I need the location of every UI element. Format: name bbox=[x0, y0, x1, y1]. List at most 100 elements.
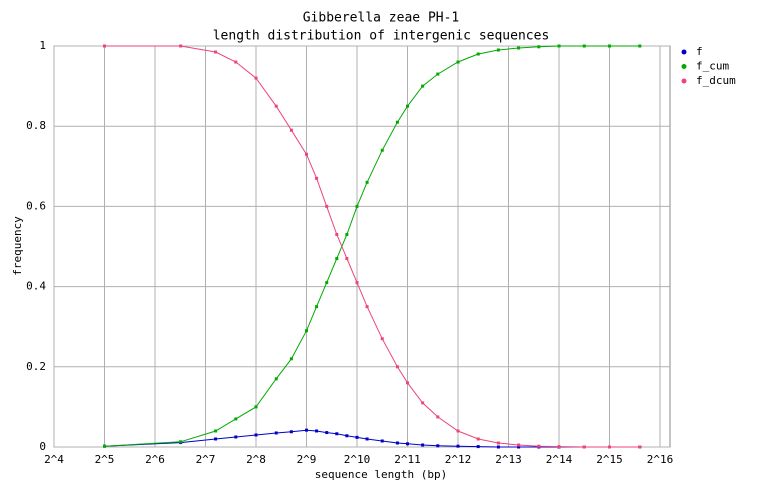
point bbox=[436, 415, 440, 419]
point bbox=[557, 445, 561, 449]
x-tick-label: 2^7 bbox=[196, 453, 216, 466]
point bbox=[254, 405, 258, 409]
x-tick-label: 2^5 bbox=[95, 453, 115, 466]
point bbox=[537, 45, 541, 49]
point bbox=[315, 305, 319, 309]
x-tick-label: 2^12 bbox=[445, 453, 472, 466]
x-tick-label: 2^13 bbox=[495, 453, 522, 466]
point bbox=[476, 445, 480, 449]
point bbox=[436, 72, 440, 76]
point bbox=[179, 44, 183, 48]
point bbox=[436, 444, 440, 448]
point bbox=[335, 257, 339, 261]
y-tick-label: 0.4 bbox=[26, 280, 46, 293]
point bbox=[608, 445, 611, 449]
point bbox=[289, 357, 293, 361]
point bbox=[289, 430, 293, 434]
point bbox=[305, 428, 308, 432]
point bbox=[274, 104, 278, 108]
series-line bbox=[104, 45, 640, 447]
series-line bbox=[104, 429, 640, 448]
x-axis-label: sequence length (bp) bbox=[315, 468, 447, 481]
point bbox=[305, 152, 308, 156]
y-tick-label: 0.8 bbox=[26, 119, 46, 132]
point bbox=[179, 440, 183, 444]
point bbox=[456, 60, 460, 64]
x-tick-label: 2^11 bbox=[394, 453, 421, 466]
legend-label: f_cum bbox=[696, 60, 729, 73]
point bbox=[365, 437, 369, 441]
point bbox=[380, 148, 384, 152]
point bbox=[254, 433, 258, 437]
point bbox=[406, 442, 409, 446]
point bbox=[325, 431, 329, 435]
point bbox=[496, 445, 500, 449]
point bbox=[214, 437, 218, 441]
point bbox=[214, 429, 218, 433]
point bbox=[537, 444, 541, 448]
plot-frame bbox=[53, 45, 671, 448]
x-tick-label: 2^10 bbox=[344, 453, 371, 466]
legend-marker bbox=[681, 78, 687, 84]
point bbox=[476, 437, 480, 441]
point bbox=[345, 434, 349, 438]
point bbox=[305, 329, 308, 333]
x-tick-label: 2^15 bbox=[596, 453, 623, 466]
point bbox=[254, 76, 258, 80]
legend-marker bbox=[681, 49, 687, 55]
point bbox=[406, 381, 409, 385]
point bbox=[395, 120, 399, 124]
x-tick-label: 2^8 bbox=[246, 453, 266, 466]
point bbox=[395, 441, 399, 445]
point bbox=[214, 50, 218, 54]
point bbox=[517, 46, 521, 50]
point bbox=[274, 431, 278, 435]
point bbox=[355, 204, 359, 208]
point bbox=[456, 444, 460, 448]
point bbox=[325, 281, 329, 285]
point bbox=[496, 441, 500, 445]
point bbox=[380, 337, 384, 341]
y-tick-label: 0 bbox=[39, 440, 46, 453]
point bbox=[345, 257, 349, 261]
x-tick-label: 2^4 bbox=[44, 453, 64, 466]
point bbox=[608, 44, 611, 48]
y-tick-label: 0.6 bbox=[26, 199, 46, 212]
point bbox=[496, 48, 500, 52]
legend-marker bbox=[681, 64, 687, 69]
point bbox=[557, 44, 561, 48]
point bbox=[345, 232, 349, 236]
legend-label: f_dcum bbox=[696, 74, 736, 87]
point bbox=[638, 445, 642, 449]
point bbox=[234, 435, 238, 439]
point bbox=[325, 204, 329, 208]
point bbox=[582, 445, 586, 449]
point bbox=[421, 401, 425, 405]
point bbox=[517, 443, 521, 447]
point bbox=[395, 365, 399, 369]
point bbox=[421, 84, 425, 88]
point bbox=[456, 429, 460, 433]
y-axis-label: frequency bbox=[11, 216, 24, 276]
point bbox=[421, 443, 425, 447]
point bbox=[406, 104, 409, 108]
point bbox=[103, 444, 106, 448]
chart-subtitle: length distribution of intergenic sequen… bbox=[213, 29, 550, 44]
point bbox=[380, 439, 384, 443]
point bbox=[315, 176, 319, 180]
point bbox=[582, 44, 586, 48]
point bbox=[335, 232, 339, 236]
x-tick-label: 2^6 bbox=[145, 453, 165, 466]
legend-label: f bbox=[696, 45, 703, 58]
point bbox=[638, 44, 642, 48]
point bbox=[289, 128, 293, 132]
point bbox=[365, 305, 369, 309]
chart-title: Gibberella zeae PH-1 bbox=[303, 11, 460, 26]
point bbox=[476, 52, 480, 56]
y-tick-label: 1 bbox=[39, 39, 46, 52]
point bbox=[335, 432, 339, 436]
point bbox=[234, 417, 238, 421]
series-line bbox=[104, 45, 640, 448]
point bbox=[355, 281, 359, 285]
